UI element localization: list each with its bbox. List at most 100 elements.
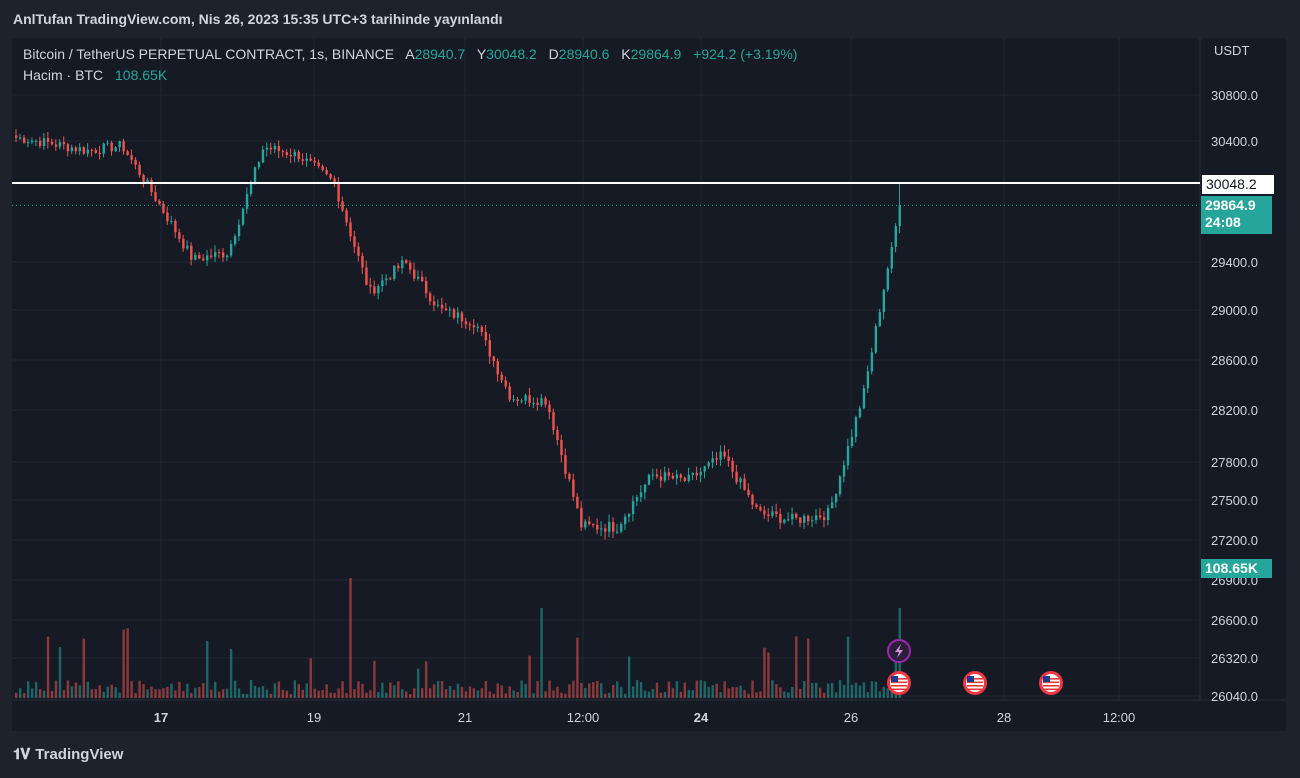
- candle: [476, 326, 480, 328]
- candle: [42, 138, 46, 146]
- candle: [771, 511, 774, 516]
- volume-bar: [468, 686, 472, 698]
- high-value: 30048.2: [486, 46, 537, 62]
- volume-bar: [715, 683, 718, 698]
- candle: [623, 516, 627, 525]
- volume-bar: [301, 689, 304, 698]
- volume-bar: [345, 693, 348, 698]
- time-axis-tick: 17: [154, 710, 168, 725]
- us-flag-stripe: [891, 685, 907, 687]
- symbol-name[interactable]: Bitcoin / TetherUS PERPETUAL CONTRACT, 1…: [23, 46, 395, 62]
- volume-bar: [862, 682, 866, 698]
- candle: [826, 507, 830, 521]
- volume-bar: [548, 680, 551, 698]
- volume-bar: [639, 682, 643, 698]
- us-flag-stripe: [1043, 688, 1059, 691]
- candle: [528, 395, 531, 403]
- candle: [584, 521, 587, 528]
- candle: [854, 417, 858, 438]
- candle: [874, 326, 878, 353]
- volume-bar: [476, 690, 480, 698]
- tradingview-brand: TradingView: [35, 746, 124, 763]
- volume-bar: [377, 692, 380, 698]
- volume-bar: [353, 689, 356, 698]
- candle: [898, 205, 901, 227]
- volume-bar: [130, 681, 133, 698]
- volume-bar: [755, 692, 758, 698]
- candle: [58, 142, 62, 147]
- volume-bar: [608, 692, 611, 698]
- candle: [488, 340, 492, 357]
- price-axis-tick: 27800.0: [1211, 455, 1258, 470]
- candle: [858, 408, 862, 418]
- volume-bar: [643, 690, 647, 698]
- candle: [178, 232, 181, 239]
- volume-bar: [472, 688, 476, 698]
- price-axis-tick: 30800.0: [1211, 88, 1258, 103]
- volume-bar: [78, 685, 82, 698]
- volume-bar: [635, 680, 639, 698]
- candle: [635, 497, 639, 502]
- volume-bar: [118, 692, 121, 698]
- candle: [890, 246, 893, 269]
- volume-bar: [46, 636, 50, 698]
- price-axis-tick: 26320.0: [1211, 651, 1258, 666]
- candle: [257, 162, 261, 168]
- volume-bar: [98, 685, 101, 698]
- volume-bar: [202, 682, 205, 698]
- candle: [468, 324, 472, 326]
- lightning-icon-glyph: [895, 644, 903, 658]
- close-value: 29864.9: [630, 46, 682, 62]
- candle: [138, 164, 141, 176]
- candle: [66, 144, 70, 152]
- volume-bar: [663, 691, 667, 698]
- candle: [548, 404, 551, 413]
- volume-bar: [341, 681, 344, 698]
- candle: [217, 252, 221, 254]
- tradingview-logo[interactable]: 𝟏𝐕 TradingView: [13, 746, 123, 763]
- volume-bar: [166, 686, 169, 698]
- volume-bar: [210, 689, 213, 698]
- candle: [512, 399, 515, 401]
- volume-bar: [305, 683, 308, 698]
- volume-bar: [34, 682, 38, 698]
- volume-bar: [759, 691, 762, 698]
- volume-bar: [452, 689, 456, 698]
- volume-bar: [325, 684, 328, 698]
- volume-bar: [488, 691, 492, 698]
- candle: [186, 245, 189, 249]
- candlestick-chart[interactable]: USDT 30800.0 30400.0 29400.0 29000.0 28600.0 2…: [12, 38, 1286, 731]
- volume-bar: [206, 640, 209, 698]
- volume-bar: [50, 691, 54, 698]
- candle: [472, 325, 476, 328]
- volume-bar: [580, 682, 583, 698]
- candle: [615, 531, 619, 533]
- candle: [556, 429, 559, 441]
- volume-bar: [281, 689, 285, 698]
- volume-bar: [707, 686, 710, 698]
- volume-bar: [600, 683, 603, 698]
- volume-bar: [675, 681, 679, 698]
- candle: [397, 265, 400, 269]
- volume-bar: [217, 691, 221, 698]
- volume-bar: [317, 690, 320, 698]
- chart-area[interactable]: [12, 38, 1286, 731]
- candle: [532, 402, 535, 404]
- volume-bar: [763, 647, 766, 698]
- volume-bar: [536, 681, 539, 698]
- us-flag-stripe: [967, 678, 983, 680]
- candle: [94, 150, 97, 153]
- volume-bar: [727, 688, 730, 698]
- candle: [842, 465, 846, 477]
- candle: [787, 519, 790, 521]
- volume-bar: [142, 684, 145, 698]
- volume-bar: [337, 688, 340, 698]
- volume-bar: [309, 658, 312, 698]
- price-axis-tick: 27200.0: [1211, 533, 1258, 548]
- volume-bar: [110, 684, 113, 698]
- time-axis-tick: 12:00: [567, 710, 600, 725]
- candle: [560, 440, 563, 456]
- candle: [38, 140, 42, 146]
- volume-bar: [273, 683, 277, 698]
- candle: [604, 528, 607, 532]
